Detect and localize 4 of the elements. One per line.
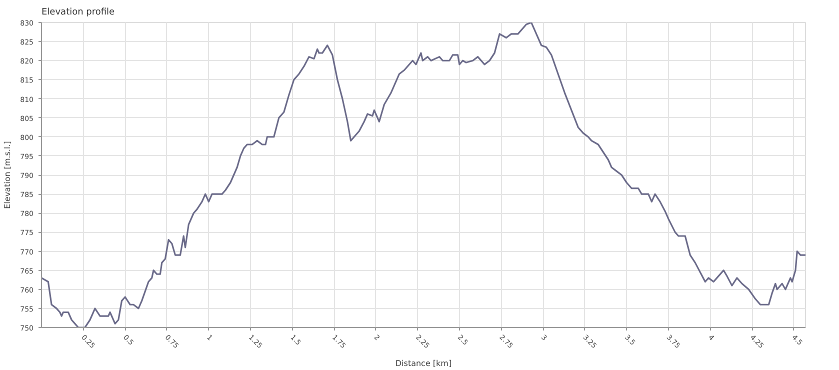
x-axis-title: Distance [km] bbox=[395, 358, 452, 368]
chart-title: Elevation profile bbox=[42, 8, 116, 18]
line-series bbox=[42, 22, 806, 328]
y-axis-title: Elevation [m.s.l.] bbox=[3, 141, 12, 209]
